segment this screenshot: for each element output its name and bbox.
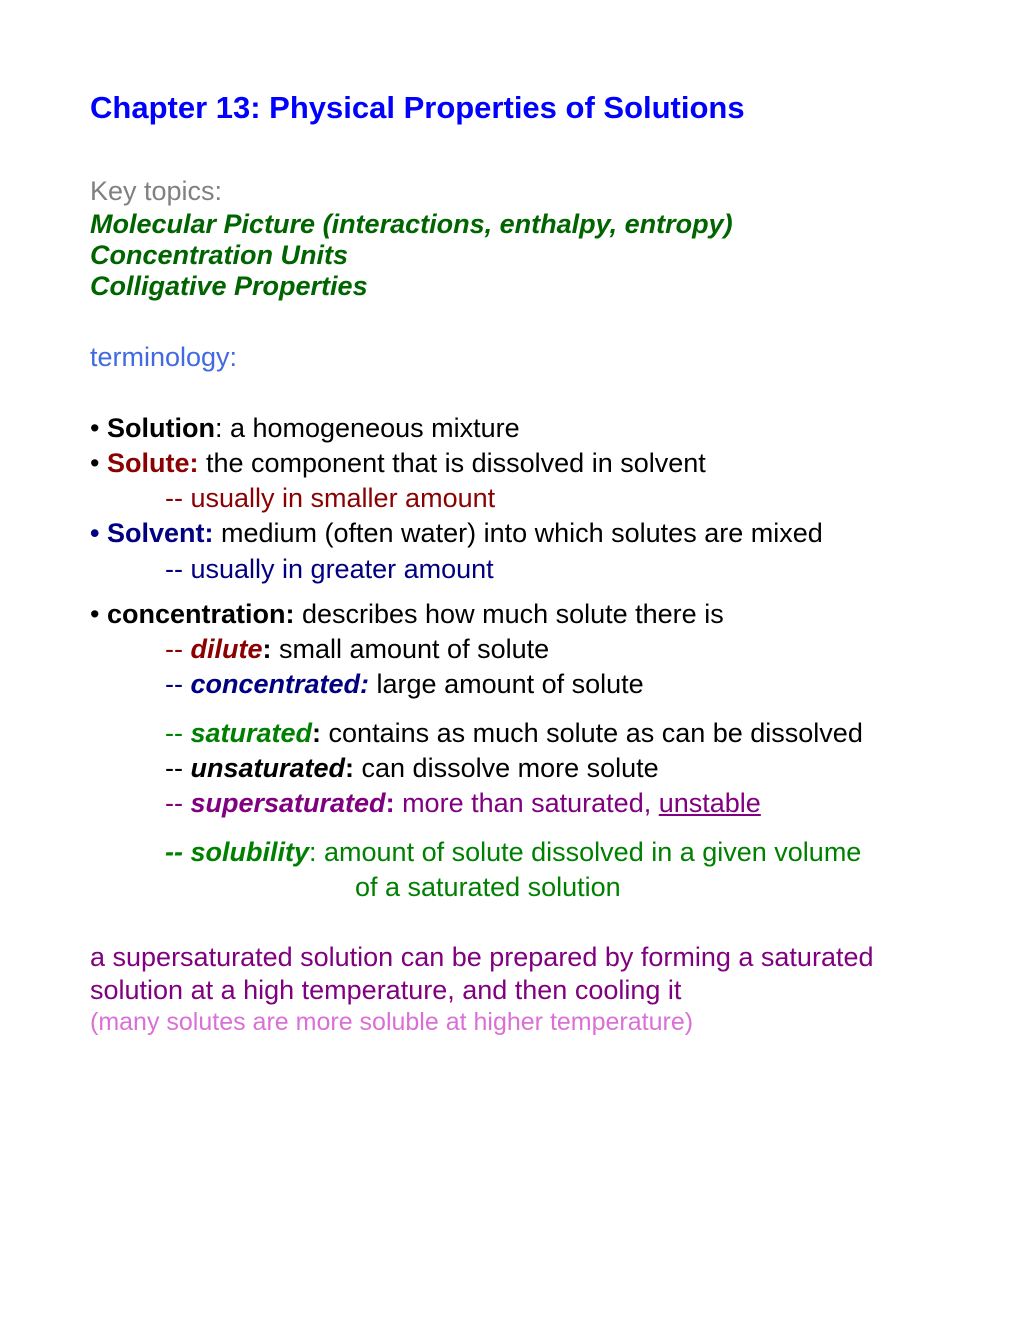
term-saturated: -- saturated: contains as much solute as…: [90, 716, 935, 751]
term-word: concentration:: [107, 599, 295, 629]
term-solute: • Solute: the component that is dissolve…: [90, 446, 935, 481]
term-word: Solute:: [107, 448, 199, 478]
term-sep: :: [215, 413, 230, 443]
dash: --: [165, 718, 190, 748]
term-def: medium (often water) into which solutes …: [213, 518, 822, 548]
term-def: small amount of solute: [271, 634, 549, 664]
term-word: Solvent:: [107, 518, 214, 548]
term-def: can dissolve more solute: [354, 753, 659, 783]
term-sep: :: [345, 753, 354, 783]
term-def: more than saturated,: [395, 788, 659, 818]
bullet: •: [90, 599, 107, 629]
term-unstable: unstable: [659, 788, 761, 818]
term-solubility-2: of a saturated solution: [90, 870, 935, 905]
term-def: a homogeneous mixture: [230, 413, 520, 443]
note-1: a supersaturated solution can be prepare…: [90, 941, 935, 1006]
term-supersaturated: -- supersaturated: more than saturated, …: [90, 786, 935, 821]
page-title: Chapter 13: Physical Properties of Solut…: [90, 90, 935, 126]
key-topic-3: Colligative Properties: [90, 271, 935, 302]
term-word: saturated: [190, 718, 312, 748]
dash: --: [165, 669, 190, 699]
term-word: dilute: [190, 634, 262, 664]
term-solution: • Solution: a homogeneous mixture: [90, 411, 935, 446]
term-unsaturated: -- unsaturated: can dissolve more solute: [90, 751, 935, 786]
term-solvent-sub: -- usually in greater amount: [90, 552, 935, 587]
note-2: (many solutes are more soluble at higher…: [90, 1006, 935, 1039]
term-word: solubility: [190, 837, 309, 867]
term-dilute: -- dilute: small amount of solute: [90, 632, 935, 667]
term-def: contains as much solute as can be dissol…: [321, 718, 863, 748]
term-solvent: • Solvent: medium (often water) into whi…: [90, 516, 935, 551]
term-concentrated: -- concentrated: large amount of solute: [90, 667, 935, 702]
dash: --: [165, 753, 190, 783]
dash: --: [165, 788, 190, 818]
term-word: unsaturated: [190, 753, 345, 783]
key-topics-label: Key topics:: [90, 176, 935, 207]
term-solute-sub: -- usually in smaller amount: [90, 481, 935, 516]
term-def: the component that is dissolved in solve…: [198, 448, 705, 478]
term-sep: :: [312, 718, 321, 748]
term-word: concentrated:: [190, 669, 369, 699]
term-word: supersaturated: [190, 788, 385, 818]
bullet: •: [90, 413, 107, 443]
term-word: Solution: [107, 413, 215, 443]
term-def: large amount of solute: [369, 669, 644, 699]
term-concentration: • concentration: describes how much solu…: [90, 597, 935, 632]
key-topic-1: Molecular Picture (interactions, enthalp…: [90, 209, 935, 240]
bullet: •: [90, 518, 107, 548]
term-def: amount of solute dissolved in a given vo…: [324, 837, 861, 867]
term-def: describes how much solute there is: [294, 599, 723, 629]
key-topic-2: Concentration Units: [90, 240, 935, 271]
bullet: •: [90, 448, 107, 478]
term-sep: :: [309, 837, 324, 867]
term-solubility: -- solubility: amount of solute dissolve…: [90, 835, 935, 870]
terminology-label: terminology:: [90, 342, 935, 373]
dash: --: [165, 837, 190, 867]
term-sep: :: [386, 788, 395, 818]
dash: --: [165, 634, 190, 664]
